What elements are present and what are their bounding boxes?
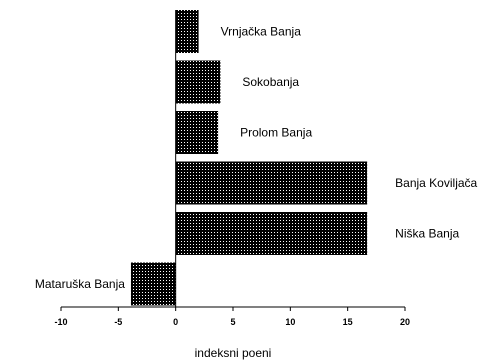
bar-label-vrnjacka-banja: Vrnjačka Banja bbox=[221, 25, 302, 39]
x-tick-label: 5 bbox=[230, 317, 235, 327]
x-axis-title: indeksni poeni bbox=[195, 346, 272, 360]
x-tick-label: 10 bbox=[285, 317, 295, 327]
x-tick-label: -10 bbox=[54, 317, 67, 327]
bar-label-prolom-banja: Prolom Banja bbox=[240, 126, 312, 140]
x-tick-label: 15 bbox=[343, 317, 353, 327]
x-tick-label: 20 bbox=[400, 317, 410, 327]
bar-sokobanja bbox=[175, 60, 221, 104]
x-tick-label: -5 bbox=[114, 317, 122, 327]
bar-label-niska-banja: Niška Banja bbox=[395, 227, 459, 241]
bar-prolom-banja bbox=[175, 111, 219, 154]
x-tick-label: 0 bbox=[173, 317, 178, 327]
bar-label-banja-koviljaca: Banja Koviljača bbox=[395, 176, 477, 190]
bar-label-sokobanja: Sokobanja bbox=[242, 75, 299, 89]
bar-banja-koviljaca bbox=[175, 161, 368, 205]
bar-label-mataruska-banja: Mataruška Banja bbox=[35, 277, 125, 291]
bar-vrnjacka-banja bbox=[175, 10, 199, 53]
bar-niska-banja bbox=[175, 212, 368, 255]
bar-mataruska-banja bbox=[130, 262, 176, 306]
